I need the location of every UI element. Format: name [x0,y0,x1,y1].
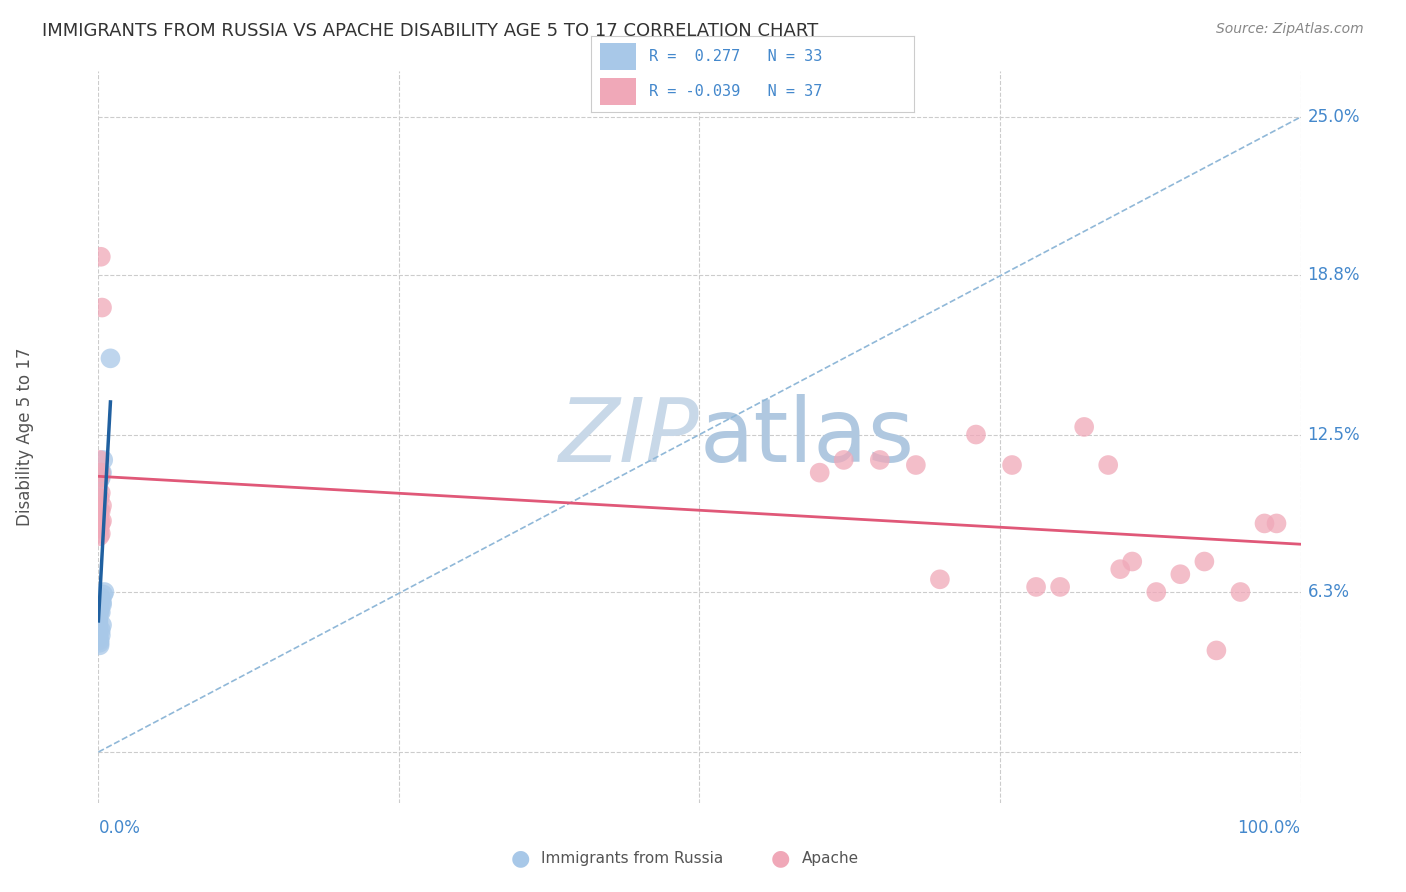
Point [1253,516,1275,531]
Text: atlas: atlas [699,393,915,481]
Point [87,625,110,640]
Point [89,511,111,525]
Point [91,499,114,513]
Text: Apache: Apache [801,851,859,865]
Point [1265,516,1288,531]
Point [1194,555,1216,569]
Point [89,636,111,650]
Text: 6.3%: 6.3% [1308,583,1350,601]
Text: 12.5%: 12.5% [1308,425,1360,443]
Text: 0.0%: 0.0% [98,819,141,837]
Point [89,504,111,518]
Point [1025,580,1047,594]
Point [89,605,111,619]
Point [91,514,114,528]
Point [90,486,112,500]
Point [89,516,111,531]
Point [1144,585,1167,599]
Text: 25.0%: 25.0% [1308,108,1360,126]
Point [89,473,111,487]
Point [965,427,987,442]
Point [1049,580,1071,594]
Text: ZIP: ZIP [558,394,699,480]
Point [90,592,112,607]
Point [91,595,114,609]
Point [87,610,110,624]
FancyBboxPatch shape [600,43,636,70]
Point [100,351,122,366]
Text: IMMIGRANTS FROM RUSSIA VS APACHE DISABILITY AGE 5 TO 17 CORRELATION CHART: IMMIGRANTS FROM RUSSIA VS APACHE DISABIL… [42,22,818,40]
Point [87,631,110,645]
Text: R =  0.277   N = 33: R = 0.277 N = 33 [648,49,823,63]
Point [90,623,112,637]
Point [90,466,112,480]
Point [91,588,114,602]
Text: Immigrants from Russia: Immigrants from Russia [541,851,724,865]
Point [91,466,114,480]
Text: Source: ZipAtlas.com: Source: ZipAtlas.com [1216,22,1364,37]
Point [89,600,111,615]
Point [87,613,110,627]
Point [808,466,831,480]
Point [869,453,891,467]
Point [89,521,111,535]
Point [90,471,112,485]
Point [91,618,114,632]
Point [89,453,111,467]
Point [91,598,114,612]
Point [89,633,111,648]
Point [87,621,110,635]
FancyBboxPatch shape [600,78,636,105]
Point [87,618,110,632]
Point [1109,562,1132,576]
Point [89,504,111,518]
Point [1229,585,1251,599]
Point [87,615,110,630]
Point [90,250,112,264]
Point [87,623,110,637]
Point [91,453,114,467]
Point [89,471,111,485]
Point [90,526,112,541]
Point [832,453,855,467]
Point [90,516,112,531]
Text: 100.0%: 100.0% [1237,819,1301,837]
Point [904,458,927,472]
Point [90,466,112,480]
Text: R = -0.039   N = 37: R = -0.039 N = 37 [648,84,823,99]
Point [1205,643,1227,657]
Text: ●: ● [510,848,530,868]
Point [90,605,112,619]
Point [91,301,114,315]
Point [89,638,111,652]
Point [89,491,111,505]
Text: ●: ● [770,848,790,868]
Point [89,529,111,543]
Point [928,572,950,586]
Point [90,628,112,642]
Point [93,585,115,599]
Point [1001,458,1024,472]
Point [90,504,112,518]
Text: 18.8%: 18.8% [1308,266,1360,284]
Point [89,598,111,612]
Point [1121,555,1143,569]
Text: Disability Age 5 to 17: Disability Age 5 to 17 [17,348,34,526]
Point [1073,420,1095,434]
Point [89,491,111,505]
Point [90,590,112,604]
Point [1097,458,1119,472]
Point [89,603,111,617]
Point [1170,567,1192,582]
